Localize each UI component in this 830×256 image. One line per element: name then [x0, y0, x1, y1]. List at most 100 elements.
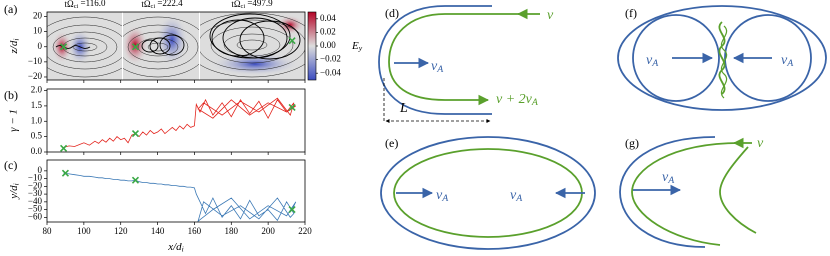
marker — [131, 129, 140, 138]
colorbar-label-main: E — [351, 40, 359, 52]
diagram-label-main: v — [646, 53, 653, 68]
diagram-label: vA — [781, 53, 794, 69]
diagram-label-main: v — [431, 59, 438, 74]
diagram-label-sub: A — [531, 97, 539, 108]
axes-frame — [46, 11, 306, 81]
y-tick-label: −50 — [28, 204, 43, 214]
diagram-label: v + 2vA — [496, 92, 539, 108]
trajectory-line — [63, 97, 297, 148]
island — [724, 14, 812, 102]
colorbar-tick-label: 0.02 — [320, 26, 336, 36]
diagram-label: L — [399, 101, 408, 116]
trajectory-line — [63, 172, 297, 223]
diagram-label-sub: A — [441, 193, 449, 204]
y-tick-label: 20 — [33, 11, 43, 21]
y-axis-label-main: y/d — [8, 185, 20, 200]
colorbar-tick-label: 0.04 — [320, 13, 336, 23]
diagram-label-sub: A — [786, 58, 794, 69]
snapshot-1 — [47, 12, 122, 80]
snapshot-title: tΩci =497.9 — [231, 0, 273, 10]
snapshot-title-main: tΩ — [65, 0, 75, 9]
panel-label: (e) — [385, 136, 398, 150]
snapshot-title-after: =222.4 — [155, 0, 183, 8]
marker — [61, 169, 69, 177]
y-axis-label-main: z/d — [8, 40, 20, 54]
x-axis-label: x/di — [167, 241, 184, 254]
diagram-label: v — [757, 136, 764, 151]
snapshot-title-main: tΩ — [231, 0, 241, 9]
diagram-label: vA — [646, 53, 659, 69]
snapshot-title: tΩci =222.4 — [141, 0, 183, 10]
marker — [288, 103, 296, 112]
y-axis-label: γ − 1 — [8, 109, 20, 132]
inner-boundary — [388, 13, 520, 106]
snapshot-title-sub: ci — [151, 3, 156, 10]
snapshot-title-after: =116.0 — [78, 0, 106, 8]
diagram-label-main: v + 2v — [496, 92, 533, 107]
current-sheet — [718, 21, 726, 95]
diagrams — [378, 5, 827, 250]
diagram-label-main: v — [547, 8, 554, 23]
outer-boundary — [378, 5, 492, 115]
colorbar — [307, 11, 317, 81]
axes-frame — [46, 88, 306, 153]
diagram-label-sub: A — [436, 64, 444, 75]
x-tick-label: 120 — [114, 226, 128, 236]
panel-label: (c) — [4, 158, 17, 172]
snapshot-title-main: tΩ — [141, 0, 151, 9]
y-tick-label: −20 — [28, 180, 43, 190]
y-axis-label-sub: i — [11, 39, 20, 41]
y-tick-label: −10 — [28, 173, 43, 183]
colorbar-label-sub: y — [358, 43, 363, 52]
y-tick-label: 0 — [38, 41, 43, 51]
x-tick-label: 220 — [298, 226, 312, 236]
diagram-label-main: L — [399, 101, 408, 116]
island — [632, 14, 720, 102]
x-tick-label: 200 — [261, 226, 275, 236]
x-axis-label-sub: i — [182, 244, 184, 253]
colorbar-label: Ey — [351, 40, 363, 53]
panel-label: (g) — [625, 136, 639, 150]
outer-boundary — [617, 5, 827, 111]
x-tick-label: 160 — [188, 226, 202, 236]
marker — [288, 206, 296, 214]
axes-frame — [46, 159, 306, 223]
diagram-label-main: v — [781, 53, 788, 68]
y-tick-label: 0.0 — [31, 146, 43, 156]
heatmap-image — [47, 12, 305, 80]
y-tick-label: −40 — [28, 196, 43, 206]
y-tick-label: 10 — [33, 26, 43, 36]
outer-boundary — [619, 136, 716, 248]
y-tick-label: 2.0 — [31, 85, 43, 95]
marker — [288, 37, 296, 45]
diagram-label: vA — [510, 188, 523, 204]
marker — [131, 176, 140, 184]
y-tick-label: −10 — [28, 56, 43, 66]
y-tick-label: 0 — [38, 165, 43, 175]
panel-label: (f) — [625, 6, 637, 20]
colorbar-tick-label: 0.00 — [320, 40, 336, 50]
y-tick-label: −60 — [28, 211, 43, 221]
y-axis-label-sub: i — [11, 183, 20, 185]
y-tick-label: 0.5 — [31, 131, 43, 141]
x-tick-label: 100 — [77, 226, 91, 236]
x-tick-label: 80 — [43, 226, 53, 236]
y-tick-label: −30 — [28, 188, 43, 198]
x-tick-label: 140 — [151, 226, 165, 236]
snapshot-3 — [200, 12, 305, 80]
diagram-label: vA — [662, 170, 675, 186]
y-axis-label: y/di — [8, 183, 21, 200]
inner-boundary — [631, 142, 741, 246]
marker — [60, 43, 68, 51]
diagram-label-sub: A — [515, 193, 523, 204]
diagram-label-main: v — [510, 188, 517, 203]
diagram-label-main: v — [757, 136, 764, 151]
colorbar-tick-label: −0.02 — [320, 54, 341, 64]
snapshot-title-sub: ci — [241, 3, 246, 10]
x-tick-label: 180 — [225, 226, 239, 236]
outer-boundary — [380, 136, 596, 250]
panel-label: (d) — [385, 6, 399, 20]
x-axis-label-main: x/d — [167, 241, 182, 253]
y-tick-label: −20 — [28, 71, 43, 81]
